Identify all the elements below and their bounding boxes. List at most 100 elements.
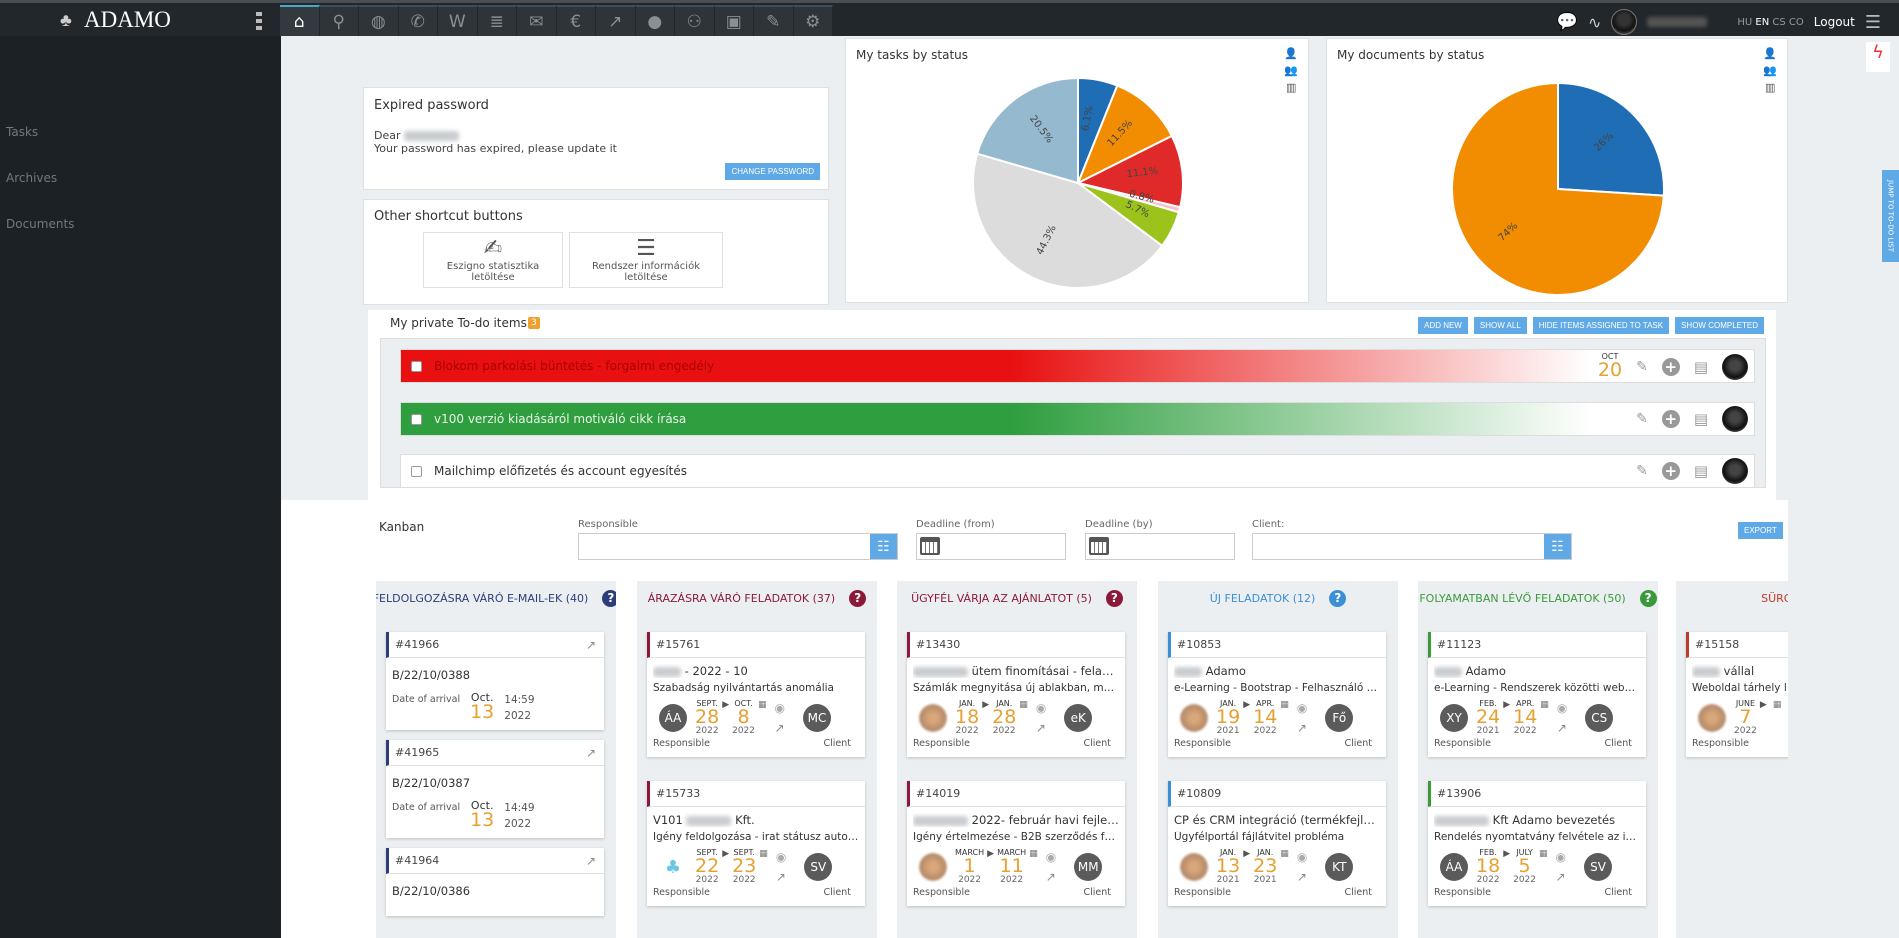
kanban-card[interactable]: #10809 CP és CRM integráció (termékfejles… [1168, 781, 1386, 906]
card-id[interactable]: #41965 [395, 746, 440, 759]
sidebar-item-tasks[interactable]: Tasks [6, 125, 39, 139]
calendar-icon[interactable]: ▦ [1772, 700, 1782, 710]
help-icon[interactable]: ? [849, 589, 867, 607]
show-completed-button[interactable]: SHOW COMPLETED [1675, 317, 1764, 334]
user-avatar[interactable] [1611, 9, 1638, 35]
card-id[interactable]: #14019 [916, 787, 961, 800]
external-link-icon[interactable]: ↗ [1556, 721, 1567, 735]
todo-text[interactable]: Blokom parkolási büntetés - forgalmi eng… [434, 359, 715, 373]
system-info-button[interactable]: ☰ Rendszer információk letöltése [569, 232, 723, 288]
add-icon[interactable]: + [1661, 462, 1680, 480]
eye-icon[interactable]: ◉ [1035, 701, 1047, 715]
group-icon[interactable]: 👥 [1284, 64, 1298, 77]
nav-group[interactable]: ⚇ [675, 5, 715, 36]
lang-hu[interactable]: HU [1737, 16, 1753, 28]
single-user-icon[interactable]: 👤 [1284, 47, 1298, 60]
todo-checkbox[interactable] [411, 360, 422, 372]
help-icon[interactable]: ? [1105, 589, 1123, 607]
todo-text[interactable]: Mailchimp előfizetés és account egyesíté… [434, 464, 687, 478]
column-header[interactable]: FELDOLGOZÁSRA VÁRÓ E-MAIL-EK (40)? [376, 581, 616, 615]
external-link-icon[interactable]: ↗ [585, 853, 596, 868]
client-filter-input[interactable]: ☷ [1252, 533, 1572, 560]
calendar-icon[interactable]: ▦ [759, 849, 768, 859]
column-header[interactable]: ÁRAZÁSRA VÁRÓ FELADATOK (37)? [637, 581, 877, 615]
eye-icon[interactable]: ◉ [775, 850, 787, 864]
eye-icon[interactable]: ◉ [1556, 701, 1568, 715]
external-link-icon[interactable]: ↗ [1035, 721, 1046, 735]
comment-icon[interactable]: ▤ [1693, 462, 1708, 480]
todo-item[interactable]: Blokom parkolási büntetés - forgalmi eng… [400, 349, 1755, 383]
assignee-avatar[interactable] [1722, 458, 1748, 484]
client-avatar[interactable]: MM [1074, 853, 1103, 881]
responsible-avatar[interactable] [1180, 853, 1208, 881]
lang-cs[interactable]: CS [1772, 16, 1786, 28]
responsible-avatar[interactable] [1698, 704, 1726, 732]
eye-icon[interactable]: ◉ [1045, 850, 1057, 864]
calendar-icon[interactable]: ▦ [1280, 849, 1289, 859]
deadline-from-input[interactable] [916, 533, 1066, 560]
todo-item[interactable]: Mailchimp előfizetés és account egyesíté… [400, 454, 1755, 488]
column-header[interactable]: ÚJ FELADATOK (12)? [1158, 581, 1398, 615]
calendar-icon[interactable]: ▦ [1539, 849, 1548, 859]
calendar-icon[interactable]: ▦ [1540, 700, 1549, 710]
todo-item[interactable]: v100 verzió kiadásáról motiváló cikk írá… [400, 402, 1755, 436]
nav-person[interactable]: ● [635, 5, 675, 36]
calendar-icon[interactable]: ▦ [1280, 700, 1289, 710]
kanban-card[interactable]: #13430 ütem finomításai - feladatok Száml… [907, 632, 1125, 757]
comment-icon[interactable]: ▤ [1693, 357, 1708, 376]
help-icon[interactable]: ? [1329, 589, 1347, 607]
external-link-icon[interactable]: ↗ [585, 637, 596, 652]
chat-icon[interactable]: 💬 [1556, 12, 1578, 32]
client-avatar[interactable]: Fő [1325, 704, 1354, 732]
kanban-card[interactable]: #15761 - 2022 - 10 Szabadság nyilvántartá… [647, 632, 865, 757]
calendar-icon[interactable] [920, 537, 940, 555]
responsible-avatar[interactable] [919, 853, 947, 881]
nav-layers[interactable]: ≣ [477, 5, 517, 36]
kanban-card[interactable]: #14019 2022- február havi fejles... Igény… [907, 781, 1125, 906]
external-link-icon[interactable]: ↗ [1555, 870, 1566, 884]
comment-icon[interactable]: ▤ [1693, 410, 1708, 428]
client-avatar[interactable]: MC [803, 704, 832, 732]
responsible-avatar[interactable]: ♣ [664, 856, 682, 878]
nav-phone[interactable]: ✆ [398, 5, 438, 36]
show-all-button[interactable]: SHOW ALL [1473, 317, 1527, 334]
lang-en[interactable]: EN [1755, 16, 1770, 28]
client-avatar[interactable]: CS [1585, 704, 1614, 732]
single-user-icon[interactable]: 👤 [1763, 47, 1777, 60]
add-icon[interactable]: + [1661, 410, 1680, 428]
card-id[interactable]: #15733 [656, 787, 701, 800]
eye-icon[interactable]: ◉ [774, 701, 786, 715]
card-id[interactable]: #41966 [395, 638, 440, 651]
todo-checkbox[interactable] [411, 413, 422, 425]
sidebar-toggle-button[interactable] [256, 12, 262, 30]
responsible-avatar[interactable]: ÁA [659, 704, 687, 732]
column-header[interactable]: FOLYAMATBAN LÉVŐ FELADATOK (50)? [1418, 581, 1658, 615]
card-id[interactable]: #10809 [1177, 787, 1222, 800]
nav-user-search[interactable]: ⚲ [319, 5, 359, 36]
export-button[interactable]: EXPORT [1738, 522, 1783, 539]
client-avatar[interactable]: KT [1325, 853, 1354, 881]
calendar-icon[interactable] [1089, 537, 1109, 555]
edit-pencil-icon[interactable]: ✎ [1636, 463, 1648, 479]
calendar-icon[interactable]: ▦ [758, 700, 767, 710]
list-picker-icon[interactable]: ☷ [1544, 534, 1571, 559]
company-icon[interactable]: ▥ [1764, 81, 1776, 94]
edit-pencil-icon[interactable]: ✎ [1636, 411, 1648, 427]
logout-link[interactable]: Logout [1813, 15, 1855, 29]
external-link-icon[interactable]: ↗ [774, 721, 785, 735]
todo-text[interactable]: v100 verzió kiadásáról motiváló cikk írá… [434, 412, 687, 426]
card-id[interactable]: #13430 [916, 638, 961, 651]
responsible-avatar[interactable] [919, 704, 947, 732]
kanban-card[interactable]: #15733 V101 Kft. Igény feldolgozása - irat… [647, 781, 865, 906]
nav-sign-document[interactable]: ✎ [754, 5, 794, 36]
add-icon[interactable]: + [1661, 357, 1680, 376]
kanban-card[interactable]: #41966 ↗ B/22/10/0388 Date of arrival Oct. 13… [386, 632, 604, 730]
sidebar-item-documents[interactable]: Documents [6, 217, 75, 231]
nav-gear[interactable]: ⚙ [793, 5, 833, 36]
card-id[interactable]: #15158 [1695, 638, 1740, 651]
card-id[interactable]: #41964 [395, 854, 440, 867]
nav-chart[interactable]: ↗ [596, 5, 636, 36]
card-id[interactable]: #10853 [1177, 638, 1222, 651]
eszigno-stats-button[interactable]: ✍ Eszigno statisztika letöltése [423, 232, 563, 288]
external-link-icon[interactable]: ↗ [585, 745, 596, 760]
